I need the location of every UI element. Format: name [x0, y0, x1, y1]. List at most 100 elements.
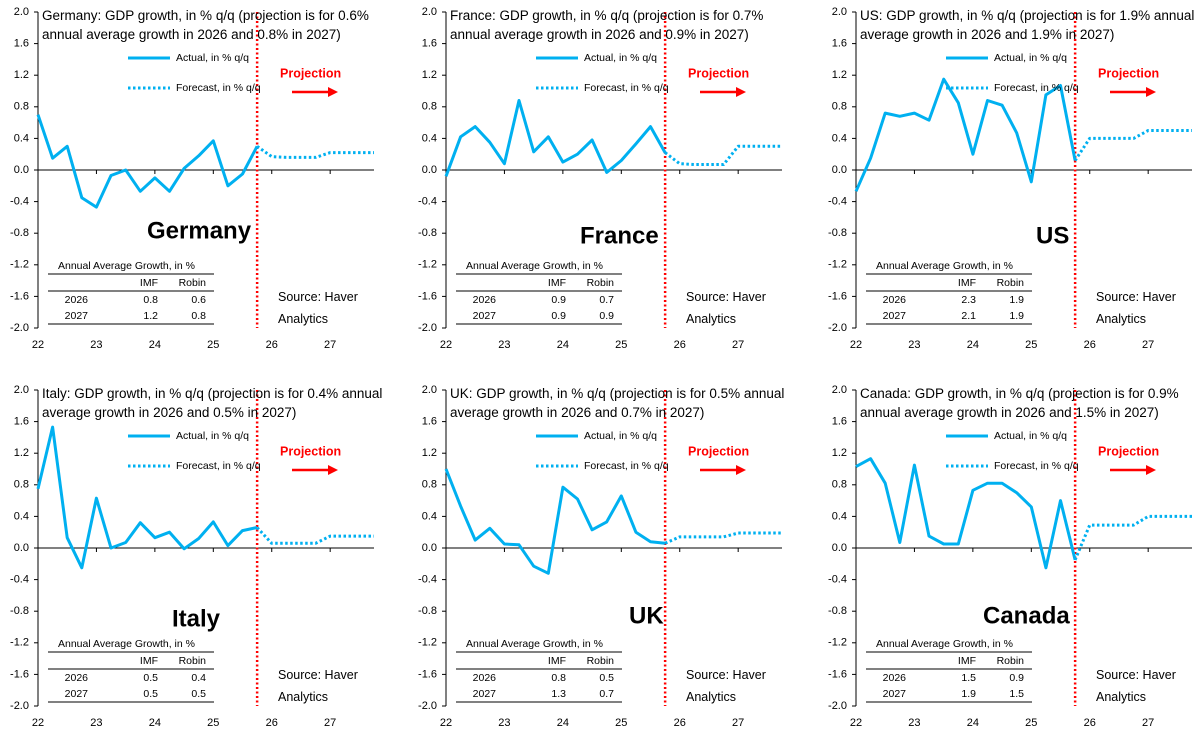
- y-tick-label: -0.4: [828, 574, 847, 586]
- table-header: IMF: [140, 277, 158, 289]
- table-cell: 0.8: [551, 672, 566, 684]
- source-note: Source: Haver Analytics: [1096, 668, 1176, 704]
- series-line: [1073, 514, 1192, 561]
- y-tick-label: -1.2: [10, 259, 29, 271]
- y-tick-label: 2.0: [422, 6, 437, 18]
- y-tick-label: -0.8: [828, 605, 847, 617]
- table-cell: 0.8: [191, 310, 206, 322]
- table-row-label: 2026: [473, 294, 497, 306]
- table-title: Annual Average Growth, in %: [58, 638, 195, 650]
- y-tick-label: -2.0: [10, 700, 29, 712]
- chart-title: Germany: GDP growth, in % q/q (projectio…: [42, 8, 369, 42]
- table-cell: 2.3: [961, 294, 976, 306]
- chart-title: US: GDP growth, in % q/q (projection is …: [860, 8, 1195, 42]
- series-line: [444, 99, 667, 177]
- y-tick-label: -0.8: [10, 605, 29, 617]
- table-header: Robin: [587, 655, 615, 667]
- legend-label: Forecast, in % q/q: [176, 460, 261, 472]
- x-tick-label: 26: [1084, 339, 1096, 351]
- source-note: Source: Haver Analytics: [686, 668, 766, 704]
- source-note: Source: Haver Analytics: [278, 668, 358, 704]
- series-line: [36, 425, 258, 570]
- legend-label: Actual, in % q/q: [176, 52, 249, 64]
- table-row-label: 2027: [65, 688, 89, 700]
- y-tick-label: -1.2: [418, 637, 437, 649]
- legend-label: Actual, in % q/q: [994, 430, 1067, 442]
- x-tick-label: 25: [207, 339, 219, 351]
- y-tick-label: 0.8: [422, 479, 437, 491]
- series-line: [854, 77, 1077, 192]
- y-tick-label: 1.6: [832, 416, 847, 428]
- annotation: Projection: [1098, 66, 1159, 80]
- annotation: Projection: [688, 444, 749, 458]
- table-row-label: 2026: [883, 672, 907, 684]
- table-cell: 0.9: [599, 310, 614, 322]
- x-tick-label: 23: [908, 339, 920, 351]
- table-header: IMF: [958, 277, 976, 289]
- arrow-head: [328, 87, 338, 97]
- table-row-label: 2027: [883, 688, 907, 700]
- table-cell: 1.9: [1009, 310, 1024, 322]
- table-header: IMF: [958, 655, 976, 667]
- y-tick-label: -2.0: [10, 322, 29, 334]
- y-tick-label: 0.0: [832, 164, 847, 176]
- table-title: Annual Average Growth, in %: [466, 260, 603, 272]
- y-tick-label: -0.4: [828, 196, 847, 208]
- table-header: Robin: [179, 277, 207, 289]
- series-line: [664, 144, 782, 166]
- country-label: Italy: [172, 605, 221, 632]
- table-header: Robin: [997, 277, 1025, 289]
- y-tick-label: 0.8: [832, 479, 847, 491]
- y-tick-label: 0.4: [422, 510, 437, 522]
- x-tick-label: 24: [149, 717, 161, 729]
- x-tick-label: 24: [967, 717, 979, 729]
- y-tick-label: -0.4: [418, 196, 437, 208]
- table-row-label: 2026: [65, 294, 89, 306]
- y-tick-label: -2.0: [418, 700, 437, 712]
- x-tick-label: 22: [850, 717, 862, 729]
- source-note: Source: Haver Analytics: [278, 290, 358, 326]
- y-tick-label: 0.0: [14, 542, 29, 554]
- y-tick-label: 1.2: [14, 447, 29, 459]
- table-cell: 0.8: [143, 294, 158, 306]
- x-tick-label: 24: [967, 339, 979, 351]
- table-title: Annual Average Growth, in %: [876, 260, 1013, 272]
- y-tick-label: 0.8: [422, 101, 437, 113]
- chart-title: Italy: GDP growth, in % q/q (projection …: [42, 386, 383, 420]
- y-tick-label: 1.2: [832, 447, 847, 459]
- legend-label: Actual, in % q/q: [176, 430, 249, 442]
- table-cell: 0.5: [599, 672, 614, 684]
- y-tick-label: 2.0: [14, 6, 29, 18]
- y-tick-label: -2.0: [828, 322, 847, 334]
- legend-label: Forecast, in % q/q: [176, 82, 261, 94]
- y-tick-label: 1.6: [422, 38, 437, 50]
- chart-title: France: GDP growth, in % q/q (projection…: [450, 8, 764, 42]
- x-tick-label: 25: [207, 717, 219, 729]
- x-tick-label: 27: [324, 339, 336, 351]
- table-row-label: 2027: [883, 310, 907, 322]
- y-tick-label: -0.4: [10, 196, 29, 208]
- y-tick-label: 0.0: [422, 542, 437, 554]
- annotation: Projection: [688, 66, 749, 80]
- y-tick-label: -1.6: [10, 290, 29, 302]
- y-tick-label: -1.2: [418, 259, 437, 271]
- y-tick-label: -1.2: [828, 637, 847, 649]
- table-header: IMF: [548, 655, 566, 667]
- x-tick-label: 22: [32, 717, 44, 729]
- country-label: Germany: [147, 217, 252, 244]
- y-tick-label: 0.4: [14, 132, 29, 144]
- legend-label: Forecast, in % q/q: [584, 460, 669, 472]
- x-tick-label: 24: [557, 339, 569, 351]
- series-line: [444, 468, 666, 575]
- source-note: Source: Haver Analytics: [686, 290, 766, 326]
- table-header: Robin: [587, 277, 615, 289]
- chart-title: Canada: GDP growth, in % q/q (projection…: [860, 386, 1179, 420]
- legend-label: Actual, in % q/q: [584, 430, 657, 442]
- table-cell: 1.9: [961, 688, 976, 700]
- x-tick-label: 22: [440, 717, 452, 729]
- y-tick-label: 0.4: [422, 132, 437, 144]
- x-tick-label: 25: [1025, 339, 1037, 351]
- series-line: [36, 114, 259, 209]
- table-title: Annual Average Growth, in %: [466, 638, 603, 650]
